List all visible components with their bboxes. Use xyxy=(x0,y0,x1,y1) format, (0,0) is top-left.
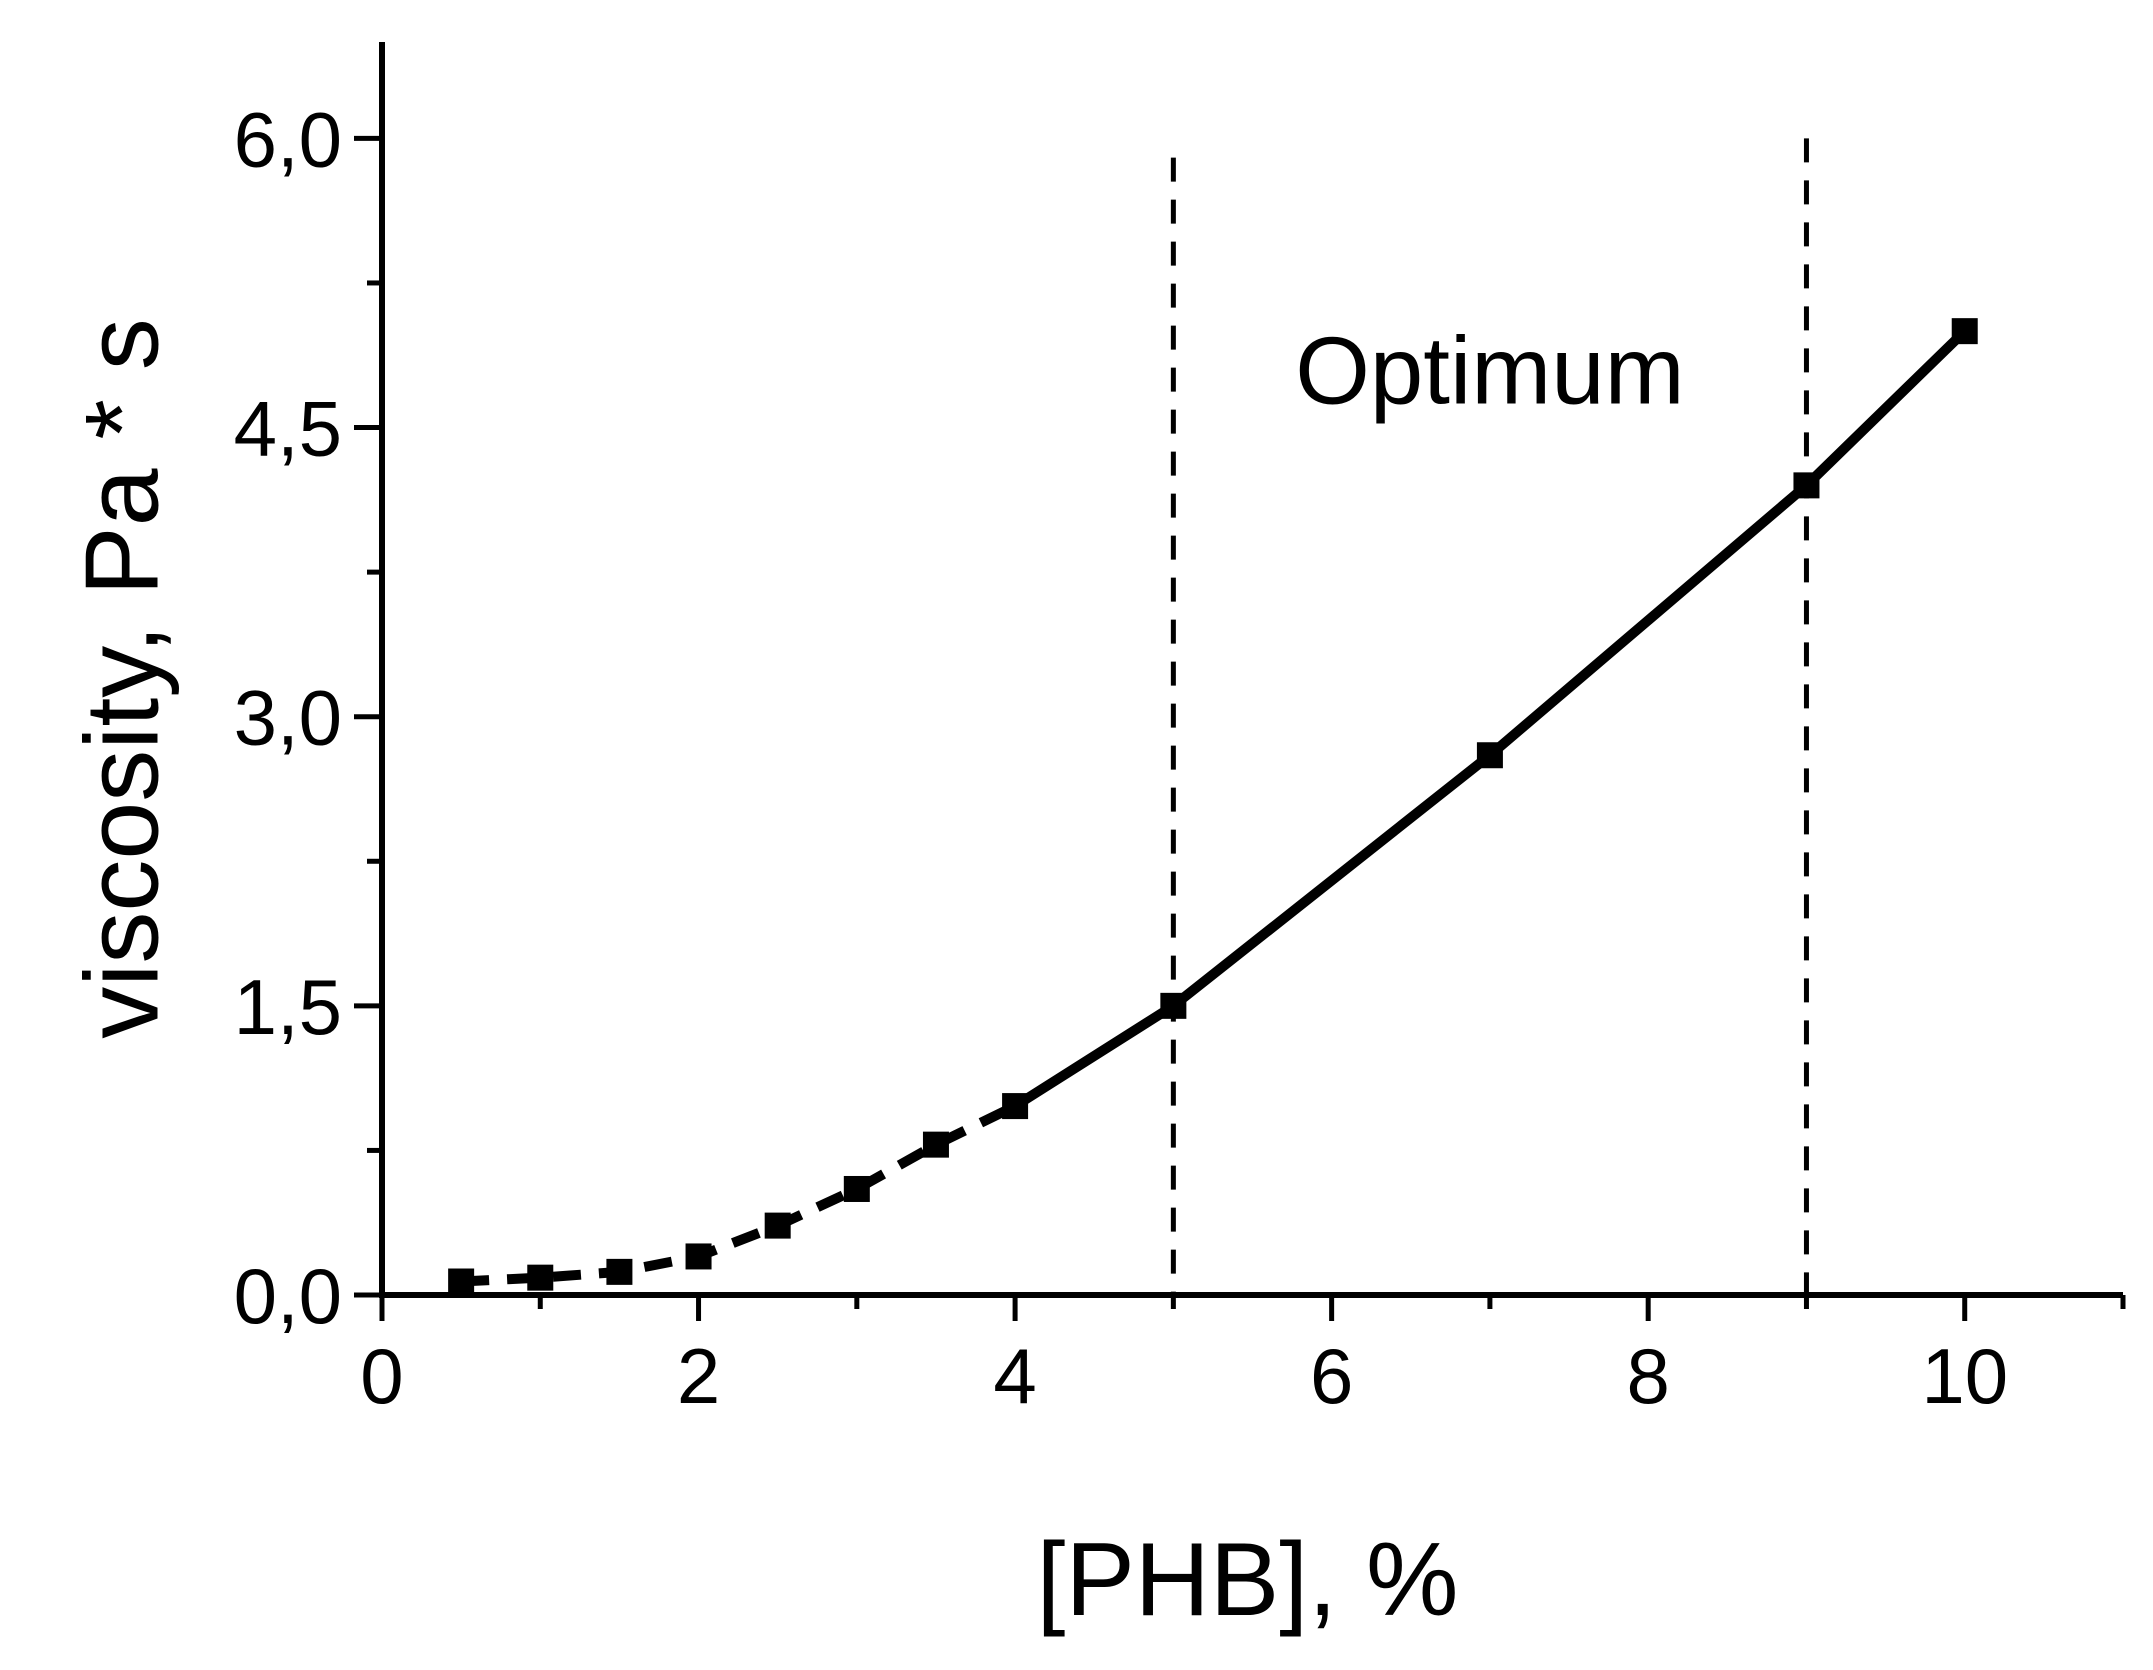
x-tick-label: 10 xyxy=(1921,1332,2008,1420)
x-axis-title: [PHB], % xyxy=(1037,1522,1459,1638)
y-tick-label: 0,0 xyxy=(234,1252,342,1340)
x-tick-label: 6 xyxy=(1310,1332,1353,1420)
data-point-marker xyxy=(606,1258,633,1285)
data-series xyxy=(460,327,1969,1287)
data-markers xyxy=(448,318,1978,1295)
data-point-marker xyxy=(1160,992,1187,1019)
optimum-annotation: Optimum xyxy=(1295,318,1684,425)
series-line-solid-segment xyxy=(1012,327,1969,1111)
x-tick-label: 4 xyxy=(993,1332,1036,1420)
data-point-marker xyxy=(527,1264,554,1291)
y-tick-label: 4,5 xyxy=(234,385,342,473)
x-tick-label: 0 xyxy=(360,1332,403,1420)
data-point-marker xyxy=(764,1212,791,1239)
reference-lines xyxy=(1170,138,1809,1295)
data-point-marker xyxy=(922,1131,949,1158)
data-point-marker xyxy=(685,1243,712,1270)
y-axis-title: viscosity, Pa * s xyxy=(64,318,180,1038)
ticks: 0 2 4 6 8 10 0,0 1,5 3,0 4,5 6,0 xyxy=(234,95,2126,1420)
series-line-dashed-segment xyxy=(460,1101,1018,1287)
data-point-marker xyxy=(1002,1093,1029,1120)
data-point-marker xyxy=(1951,318,1978,345)
x-tick-label: 8 xyxy=(1626,1332,1669,1420)
y-tick-label: 6,0 xyxy=(234,95,342,183)
x-tick-label: 2 xyxy=(677,1332,720,1420)
data-point-marker xyxy=(1476,742,1503,769)
axes xyxy=(379,42,2123,1298)
data-point-marker xyxy=(843,1175,870,1202)
annotations: Optimum xyxy=(1295,318,1684,425)
data-point-marker xyxy=(448,1268,475,1295)
y-tick-label: 3,0 xyxy=(234,674,342,762)
data-point-marker xyxy=(1793,472,1820,499)
y-tick-label: 1,5 xyxy=(234,963,342,1051)
